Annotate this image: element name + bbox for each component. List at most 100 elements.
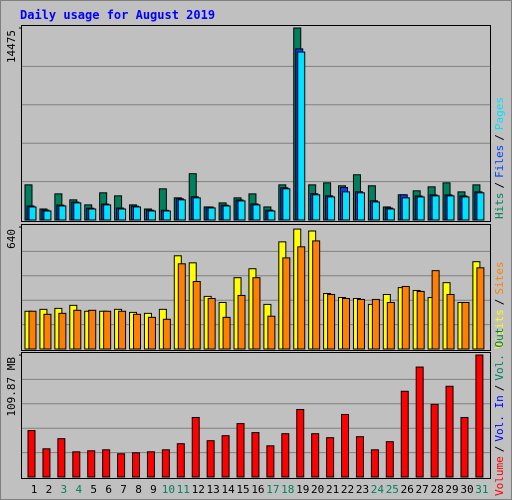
bar: [475, 354, 484, 478]
bar: [73, 202, 82, 221]
x-tick-label: 15: [236, 483, 249, 496]
bar: [267, 315, 276, 350]
bar: [147, 210, 156, 221]
legend-entry: Vol. In: [493, 395, 506, 441]
bar: [461, 196, 470, 221]
bar: [326, 437, 335, 478]
bar: [117, 453, 126, 478]
x-tick-label: 14: [221, 483, 235, 496]
bar: [102, 449, 111, 478]
bar: [237, 200, 246, 221]
bar: [342, 297, 351, 350]
bar: [118, 208, 127, 221]
bar: [162, 210, 171, 221]
bar: [72, 451, 81, 478]
x-tick-label: 11: [177, 483, 190, 496]
bar: [161, 449, 170, 478]
bar: [43, 313, 52, 350]
x-tick-label: 8: [135, 483, 142, 496]
bar: [58, 312, 67, 350]
x-tick-label: 2: [46, 483, 53, 496]
x-tick-label: 31: [475, 483, 488, 496]
x-tick-label: 10: [162, 483, 175, 496]
bar: [43, 210, 52, 221]
bar: [88, 208, 97, 221]
x-tick-label: 20: [311, 483, 324, 496]
panel: [21, 25, 491, 222]
bar: [147, 316, 156, 350]
bar: [177, 263, 186, 350]
x-tick-label: 7: [120, 483, 127, 496]
bar: [371, 298, 380, 350]
bar: [42, 448, 51, 478]
x-tick-label: 3: [61, 483, 68, 496]
legend-separator: /: [493, 385, 506, 392]
bar: [400, 390, 409, 478]
bar: [236, 423, 245, 478]
bar: [118, 310, 127, 350]
bar: [252, 204, 261, 221]
bar: [132, 452, 141, 478]
bar: [296, 408, 305, 478]
legend: Visits / Sites: [493, 262, 506, 350]
bar: [416, 196, 425, 221]
bar: [327, 293, 336, 350]
legend-separator: /: [493, 299, 506, 306]
bar: [386, 301, 395, 350]
bar: [356, 298, 365, 350]
bar: [311, 433, 320, 478]
bar: [297, 246, 306, 350]
bar: [401, 285, 410, 350]
bar: [58, 205, 67, 221]
bar: [312, 194, 321, 221]
bar: [207, 207, 216, 221]
chart-title: Daily usage for August 2019: [20, 8, 215, 22]
bar: [430, 403, 439, 478]
bar: [267, 210, 276, 221]
x-tick-label: 29: [445, 483, 458, 496]
bar: [431, 195, 440, 221]
x-tick-label: 16: [251, 483, 264, 496]
bar: [415, 366, 424, 478]
bar: [177, 199, 186, 221]
bar: [73, 309, 82, 350]
bar: [476, 192, 485, 221]
y-tick-label: 640: [5, 229, 18, 249]
bar: [282, 257, 291, 350]
bar: [446, 195, 455, 221]
bar: [28, 206, 37, 221]
bar: [416, 290, 425, 350]
bar: [297, 51, 306, 221]
bar: [222, 205, 231, 221]
bar: [222, 316, 231, 350]
bar: [191, 416, 200, 478]
bar: [133, 206, 142, 221]
x-tick-label: 1: [31, 483, 38, 496]
legend-entry: Vol. Out: [493, 328, 506, 381]
x-tick-label: 17: [266, 483, 279, 496]
bar: [252, 277, 261, 350]
bar: [446, 293, 455, 350]
legend-separator: /: [493, 134, 506, 141]
x-tick-label: 24: [371, 483, 385, 496]
bar: [356, 192, 365, 221]
x-tick-label: 19: [296, 483, 309, 496]
bar: [207, 297, 216, 350]
bar: [431, 270, 440, 350]
bar: [146, 451, 155, 478]
bar: [341, 413, 350, 478]
x-tick-label: 18: [281, 483, 294, 496]
x-tick-label: 12: [192, 483, 205, 496]
x-tick-label: 6: [105, 483, 112, 496]
x-tick-label: 9: [150, 483, 157, 496]
bar: [133, 313, 142, 350]
legend: Hits / Files / Pages: [493, 97, 506, 219]
bar: [162, 318, 171, 350]
legend-entry: Hits: [493, 193, 506, 220]
bar: [192, 197, 201, 221]
bar: [192, 281, 201, 350]
bar: [176, 443, 185, 478]
legend-entry: Files: [493, 145, 506, 178]
x-tick-label: 21: [326, 483, 339, 496]
bar: [445, 385, 454, 478]
